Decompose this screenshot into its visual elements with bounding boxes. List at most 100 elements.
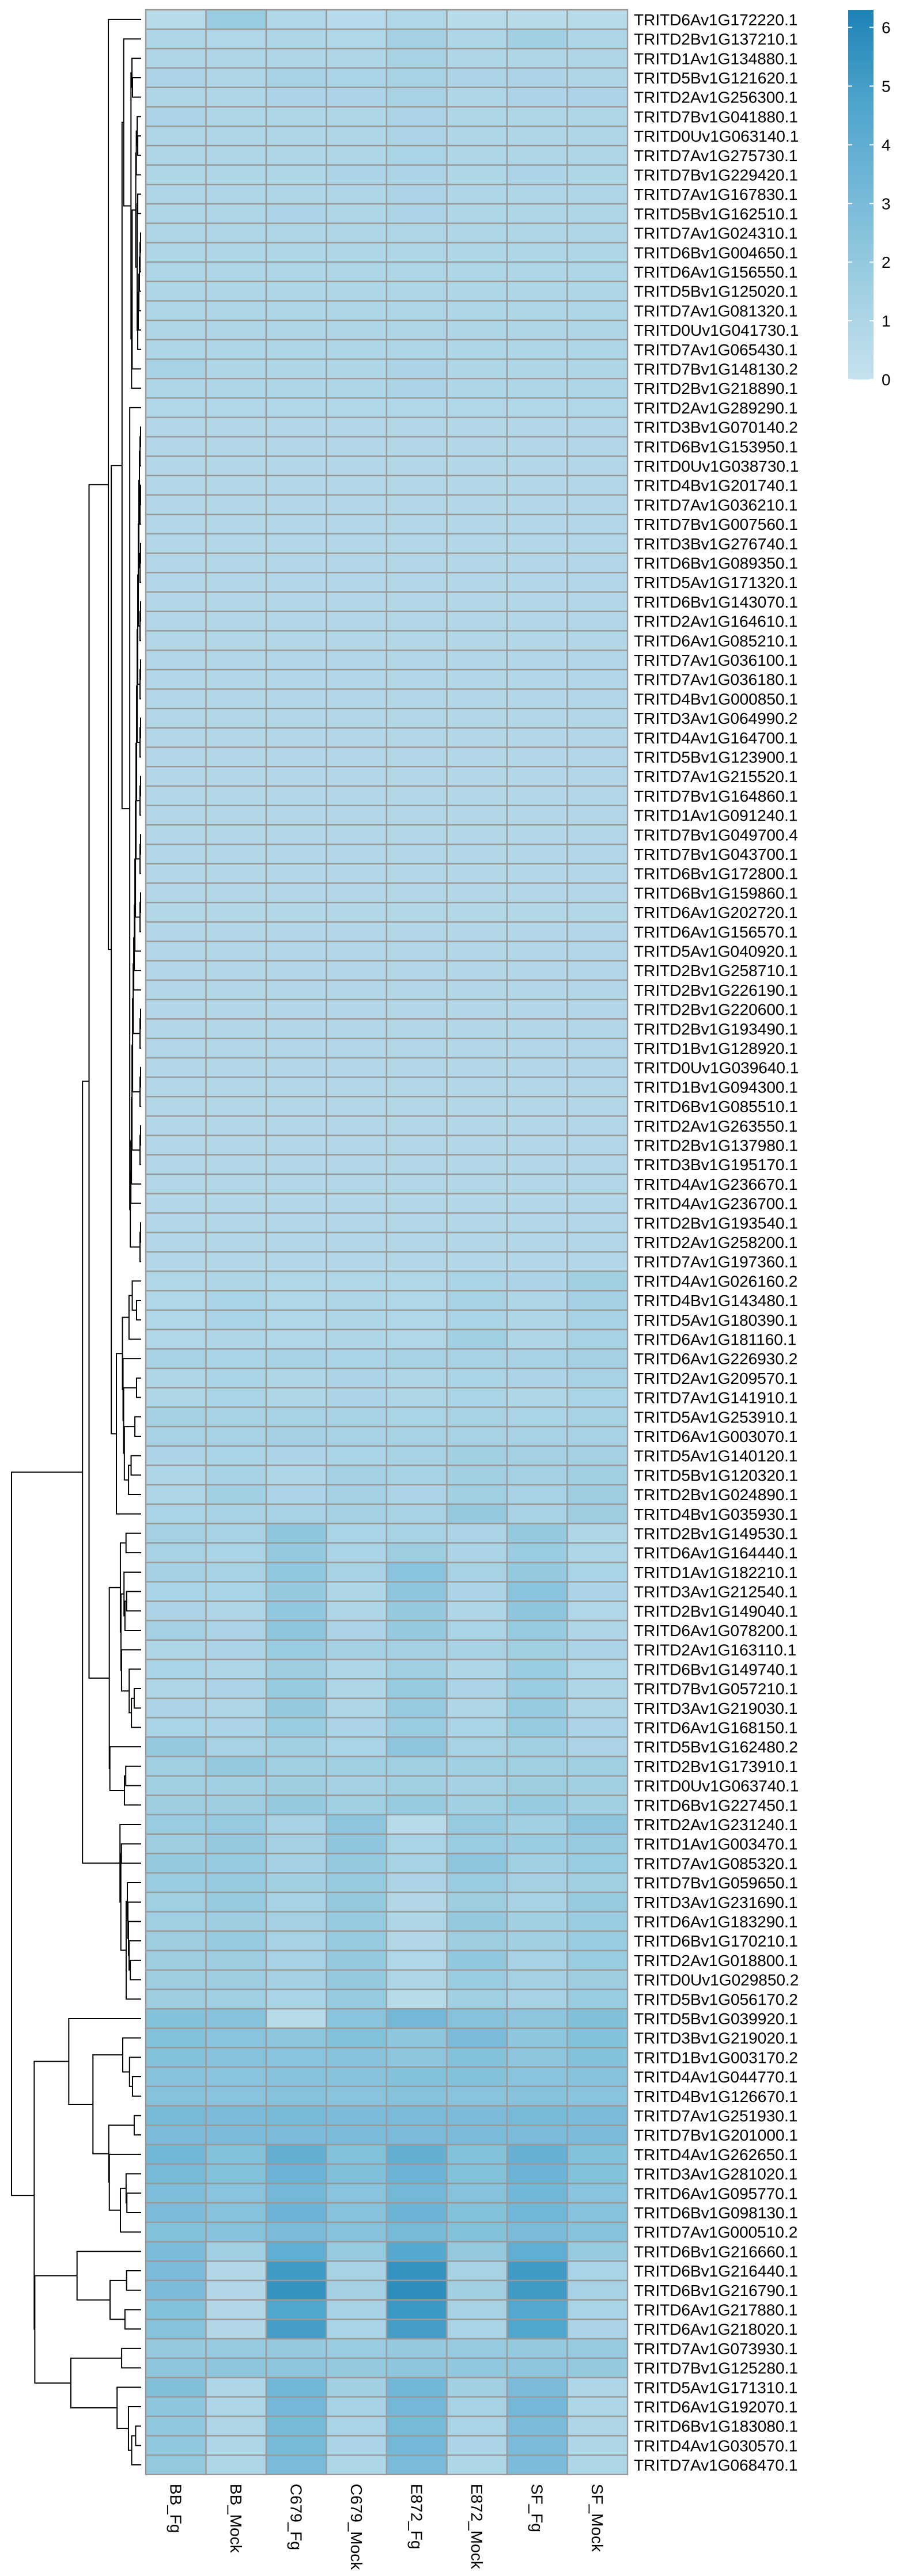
heatmap-cell bbox=[205, 2338, 267, 2359]
heatmap-cell bbox=[326, 1989, 388, 2010]
heatmap-cell bbox=[326, 86, 388, 108]
heatmap-cell bbox=[205, 106, 267, 127]
legend-tick-label: 3 bbox=[882, 195, 891, 213]
row-label: TRITD6Av1G168150.1 bbox=[634, 1718, 797, 1736]
row-label: TRITD6Av1G192070.1 bbox=[634, 2398, 797, 2416]
heatmap-cell bbox=[506, 1969, 568, 1990]
heatmap-cell bbox=[326, 1795, 388, 1816]
heatmap-cell bbox=[446, 1833, 508, 1854]
heatmap-cell bbox=[566, 863, 629, 884]
heatmap-cell bbox=[446, 145, 508, 166]
heatmap-cell bbox=[506, 1212, 568, 1234]
heatmap-cell bbox=[326, 1484, 388, 1505]
heatmap-cell bbox=[205, 242, 267, 263]
row-label: TRITD4Bv1G126670.1 bbox=[634, 2088, 798, 2105]
row-label: TRITD7Bv1G201000.1 bbox=[634, 2126, 798, 2144]
heatmap-cell bbox=[265, 1755, 327, 1777]
row-label: TRITD3Av1G219030.1 bbox=[634, 1699, 797, 1717]
heatmap-cell bbox=[265, 2279, 327, 2301]
heatmap-cell bbox=[205, 1930, 267, 1952]
heatmap-cell bbox=[446, 1697, 508, 1718]
heatmap-cell bbox=[145, 1795, 207, 1816]
heatmap-cell bbox=[385, 1251, 448, 1272]
heatmap-cell bbox=[145, 2260, 207, 2282]
heatmap-cell bbox=[265, 1678, 327, 1699]
row-label: TRITD2Bv1G149040.1 bbox=[634, 1602, 798, 1620]
heatmap-cell bbox=[145, 1018, 207, 1039]
heatmap-cell bbox=[265, 1853, 327, 1874]
heatmap-cell bbox=[566, 106, 629, 127]
heatmap-cell bbox=[145, 2299, 207, 2320]
row-label: TRITD6Av1G085210.1 bbox=[634, 632, 797, 650]
heatmap-cell bbox=[506, 960, 568, 981]
row-labels: TRITD6Av1G172220.1 TRITD2Bv1G137210.1 TRIT… bbox=[634, 11, 799, 2474]
heatmap-cell bbox=[506, 1076, 568, 1098]
heatmap-cell bbox=[145, 1891, 207, 1913]
heatmap-cell bbox=[265, 882, 327, 904]
heatmap-cell bbox=[566, 843, 629, 864]
heatmap-cell bbox=[145, 766, 207, 787]
heatmap-cell bbox=[326, 475, 388, 496]
heatmap-cell bbox=[265, 416, 327, 438]
heatmap-cell bbox=[506, 48, 568, 69]
heatmap-cell bbox=[566, 2163, 629, 2184]
heatmap-cell bbox=[265, 222, 327, 244]
heatmap-cell bbox=[506, 1795, 568, 1816]
heatmap-cell bbox=[385, 707, 448, 729]
heatmap-cell bbox=[506, 2008, 568, 2029]
heatmap-cell bbox=[506, 261, 568, 283]
heatmap-cell bbox=[506, 358, 568, 380]
heatmap-cell bbox=[446, 1795, 508, 1816]
heatmap-cell bbox=[506, 1406, 568, 1428]
heatmap-cell bbox=[326, 2047, 388, 2068]
dendrogram-branch bbox=[116, 1353, 141, 1515]
heatmap-cell bbox=[145, 2183, 207, 2204]
heatmap-cell bbox=[326, 1717, 388, 1738]
row-label: TRITD6Bv1G085510.1 bbox=[634, 1098, 798, 1116]
heatmap-cell bbox=[446, 67, 508, 88]
heatmap-cell bbox=[265, 2047, 327, 2068]
heatmap-cell bbox=[265, 960, 327, 981]
heatmap-cell bbox=[566, 1853, 629, 1874]
heatmap-cell bbox=[265, 1406, 327, 1428]
heatmap-cell bbox=[265, 785, 327, 806]
row-label: TRITD2Av1G258200.1 bbox=[634, 1234, 797, 1251]
heatmap-cell bbox=[566, 1930, 629, 1952]
heatmap-cell bbox=[265, 2396, 327, 2418]
heatmap-cell bbox=[145, 1154, 207, 1175]
heatmap-cell bbox=[265, 9, 327, 30]
heatmap-cell bbox=[446, 1717, 508, 1738]
heatmap-cell bbox=[385, 766, 448, 787]
heatmap-cell bbox=[385, 261, 448, 283]
heatmap-cell bbox=[205, 1949, 267, 1971]
heatmap-cell bbox=[446, 1949, 508, 1971]
dendrogram-branch bbox=[125, 2173, 141, 2204]
heatmap-cell bbox=[265, 1348, 327, 1369]
color-legend: 0 1 2 3 4 5 6 bbox=[848, 10, 891, 389]
row-label: TRITD6Bv1G183080.1 bbox=[634, 2418, 798, 2435]
dendrogram-branch bbox=[135, 2425, 141, 2446]
heatmap-cell bbox=[326, 1542, 388, 1564]
heatmap-cell bbox=[385, 552, 448, 574]
heatmap-cell bbox=[265, 1949, 327, 1971]
heatmap-cell bbox=[265, 1930, 327, 1952]
heatmap-cell bbox=[506, 86, 568, 108]
heatmap-cell bbox=[506, 1659, 568, 1680]
heatmap-cell bbox=[446, 1270, 508, 1292]
heatmap-cell bbox=[446, 1872, 508, 1894]
heatmap-cell bbox=[506, 785, 568, 806]
heatmap-cell bbox=[326, 2008, 388, 2029]
heatmap-cell bbox=[326, 9, 388, 30]
heatmap-cell bbox=[326, 999, 388, 1020]
heatmap-cell bbox=[446, 2047, 508, 2068]
heatmap-cell bbox=[205, 222, 267, 244]
heatmap-cell bbox=[205, 1678, 267, 1699]
heatmap-cell bbox=[566, 1891, 629, 1913]
heatmap-cell bbox=[326, 2299, 388, 2320]
row-label: TRITD7Av1G036210.1 bbox=[634, 496, 797, 514]
heatmap-cell bbox=[385, 746, 448, 768]
heatmap-cell bbox=[446, 1523, 508, 1544]
row-label: TRITD7Av1G073930.1 bbox=[634, 2340, 797, 2358]
row-label: TRITD6Av1G181160.1 bbox=[634, 1330, 796, 1348]
heatmap-cell bbox=[265, 1135, 327, 1156]
